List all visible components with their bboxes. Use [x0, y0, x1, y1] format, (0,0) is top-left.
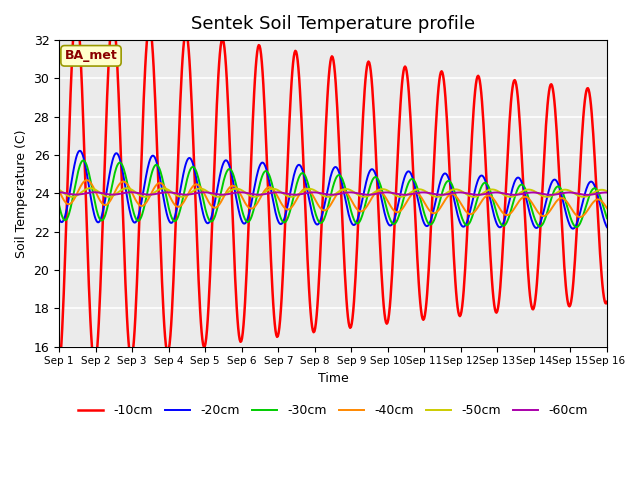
-60cm [207, 190, 214, 196]
-60cm [90, 190, 98, 195]
Y-axis label: Soil Temperature (C): Soil Temperature (C) [15, 129, 28, 258]
Line: -40cm: -40cm [59, 180, 607, 217]
-40cm [122, 180, 130, 186]
-60cm [603, 190, 611, 195]
-50cm [417, 187, 425, 192]
-10cm [73, 9, 81, 14]
-30cm [603, 216, 611, 221]
-30cm [65, 211, 73, 216]
-40cm [83, 177, 90, 183]
-20cm [65, 194, 73, 200]
-40cm [207, 202, 214, 208]
-60cm [417, 190, 424, 195]
-20cm [569, 226, 577, 231]
-50cm [208, 192, 216, 197]
-40cm [178, 202, 186, 207]
-20cm [55, 216, 63, 222]
-60cm [55, 190, 63, 195]
-50cm [603, 188, 611, 194]
-40cm [603, 205, 611, 211]
-30cm [80, 157, 88, 163]
-10cm [178, 68, 186, 74]
-50cm [86, 185, 94, 191]
-60cm [401, 192, 408, 198]
-40cm [65, 201, 73, 207]
-50cm [123, 185, 131, 191]
-20cm [603, 224, 611, 230]
-60cm [122, 190, 130, 195]
-10cm [603, 299, 611, 305]
Text: BA_met: BA_met [65, 49, 117, 62]
-10cm [207, 256, 214, 262]
-10cm [417, 300, 424, 306]
-20cm [122, 189, 130, 195]
-20cm [417, 208, 424, 214]
-30cm [573, 224, 580, 230]
-60cm [178, 192, 186, 197]
Line: -10cm: -10cm [59, 12, 607, 369]
Line: -30cm: -30cm [59, 160, 607, 227]
Line: -50cm: -50cm [59, 188, 607, 197]
-30cm [401, 193, 408, 199]
-50cm [401, 193, 409, 199]
-10cm [65, 133, 73, 139]
-20cm [178, 179, 186, 185]
-10cm [55, 366, 63, 372]
-20cm [76, 148, 84, 154]
-40cm [417, 193, 424, 199]
-50cm [68, 194, 76, 200]
-50cm [55, 187, 63, 192]
-10cm [122, 298, 130, 304]
Legend: -10cm, -20cm, -30cm, -40cm, -50cm, -60cm: -10cm, -20cm, -30cm, -40cm, -50cm, -60cm [73, 399, 593, 422]
-50cm [179, 194, 186, 200]
-40cm [577, 214, 584, 220]
-20cm [401, 175, 408, 181]
-40cm [401, 203, 408, 209]
-60cm [583, 192, 591, 198]
-30cm [122, 175, 130, 181]
X-axis label: Time: Time [317, 372, 348, 385]
-30cm [178, 200, 186, 206]
-30cm [417, 195, 424, 201]
-30cm [55, 203, 63, 208]
-60cm [65, 191, 73, 197]
Line: -20cm: -20cm [59, 151, 607, 228]
-10cm [401, 65, 408, 71]
Title: Sentek Soil Temperature profile: Sentek Soil Temperature profile [191, 15, 475, 33]
-30cm [207, 218, 214, 224]
-50cm [65, 193, 73, 199]
-40cm [55, 188, 63, 193]
Line: -60cm: -60cm [59, 192, 607, 195]
-20cm [207, 216, 214, 222]
